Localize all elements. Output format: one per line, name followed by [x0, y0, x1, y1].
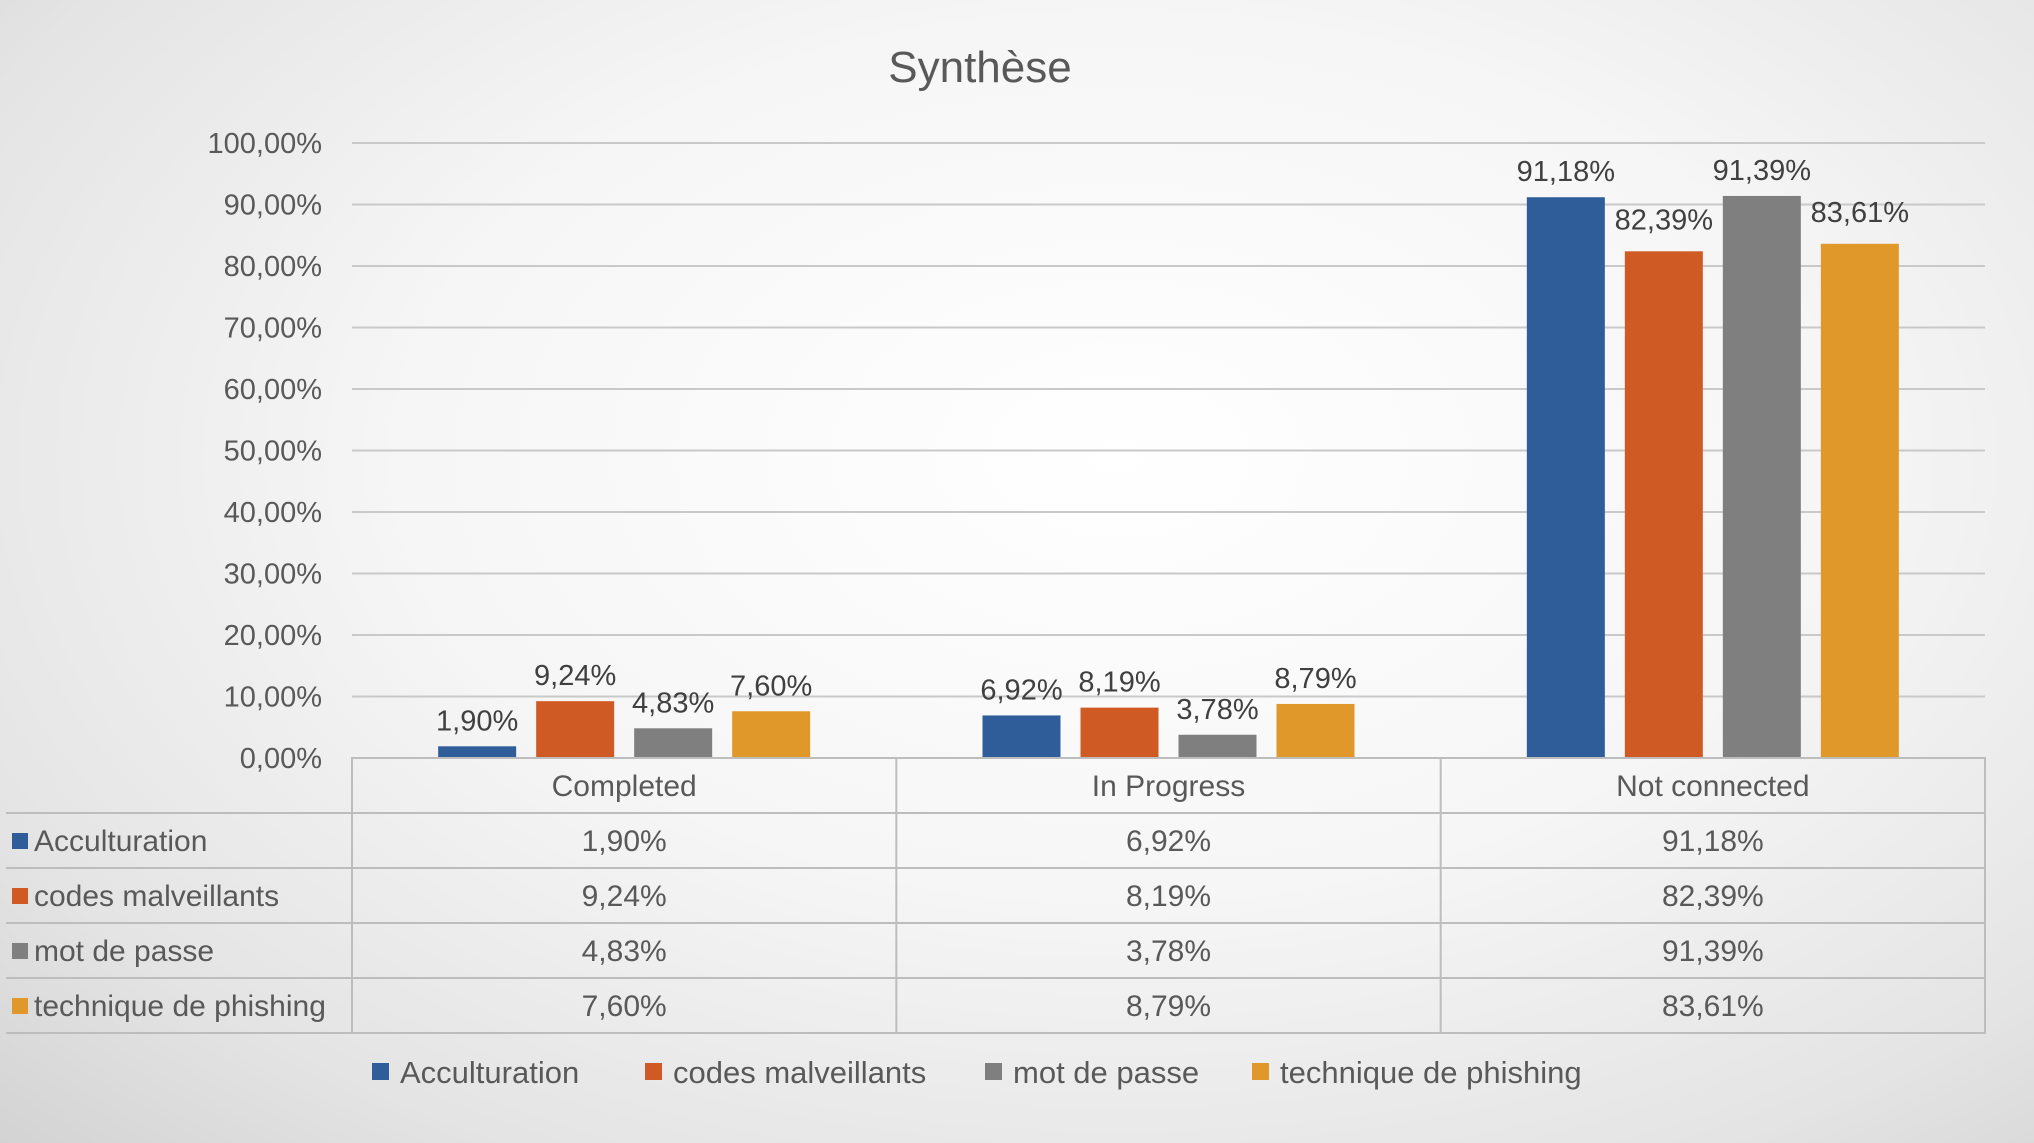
table-cell: 83,61% [1662, 990, 1764, 1023]
bar [1178, 734, 1257, 758]
bar [1276, 703, 1355, 758]
y-tick-label: 80,00% [224, 251, 322, 283]
table-cell: 7,60% [582, 990, 667, 1023]
bar [1080, 707, 1159, 758]
data-label: 83,61% [1811, 197, 1909, 229]
data-label: 1,90% [436, 705, 518, 737]
series-key-swatch [12, 888, 28, 904]
y-tick-label: 40,00% [224, 497, 322, 529]
bar [634, 728, 713, 758]
y-tick-label: 20,00% [224, 620, 322, 652]
bar [732, 711, 811, 758]
data-label: 9,24% [534, 660, 616, 692]
legend-swatch [372, 1063, 389, 1080]
bar [536, 701, 615, 758]
gridlines [352, 142, 1985, 759]
legend-label: Acculturation [400, 1055, 579, 1090]
table-cell: 91,18% [1662, 825, 1764, 858]
table-cell: 82,39% [1662, 880, 1764, 913]
y-axis-ticks: 0,00% 10,00% 20,00% 30,00% 40,00% 50,00% 60,00… [208, 128, 323, 775]
category-label: Not connected [1616, 770, 1809, 803]
series-row-label: technique de phishing [34, 990, 326, 1023]
data-label: 91,18% [1517, 156, 1615, 188]
bar [1624, 251, 1703, 758]
legend-label: mot de passe [1013, 1055, 1199, 1090]
series-row-label: codes malveillants [34, 880, 279, 913]
y-tick-label: 10,00% [224, 682, 322, 714]
chart-title: Synthèse [888, 43, 1071, 92]
data-labels: 1,90% 9,24% 4,83% 7,60% 6,92% 8,19% 3,78% 8,79%… [436, 155, 1909, 737]
bar [1820, 243, 1899, 759]
series-key-swatch [12, 943, 28, 959]
data-label: 82,39% [1615, 204, 1713, 236]
table-cell: 4,83% [582, 935, 667, 968]
y-tick-label: 30,00% [224, 559, 322, 591]
bars [438, 195, 1899, 759]
y-tick-label: 90,00% [224, 190, 322, 222]
data-label: 4,83% [632, 687, 714, 719]
legend-label: technique de phishing [1280, 1055, 1582, 1090]
table-cell: 3,78% [1126, 935, 1211, 968]
legend: Acculturation codes malveillants mot de pa… [372, 1055, 1582, 1090]
y-tick-label: 50,00% [224, 436, 322, 468]
table-cell: 9,24% [582, 880, 667, 913]
category-label: In Progress [1092, 770, 1245, 803]
bar [438, 746, 517, 758]
series-key-swatch [12, 833, 28, 849]
table-cell: 6,92% [1126, 825, 1211, 858]
legend-swatch [645, 1063, 662, 1080]
data-label: 3,78% [1176, 694, 1258, 726]
data-label: 8,19% [1078, 667, 1160, 699]
data-table: Completed In Progress Not connected Accultu… [6, 757, 1986, 1034]
y-tick-label: 100,00% [208, 128, 323, 160]
y-tick-label: 70,00% [224, 313, 322, 345]
legend-label: codes malveillants [673, 1055, 926, 1090]
table-cell: 91,39% [1662, 935, 1764, 968]
bar [982, 715, 1061, 758]
series-row-label: Acculturation [34, 825, 207, 858]
table-cell: 8,19% [1126, 880, 1211, 913]
legend-swatch [985, 1063, 1002, 1080]
data-label: 7,60% [730, 670, 812, 702]
data-label: 91,39% [1713, 155, 1811, 187]
bar [1526, 197, 1605, 759]
category-label: Completed [552, 770, 697, 803]
legend-swatch [1252, 1063, 1269, 1080]
y-tick-label: 0,00% [240, 743, 322, 775]
bar [1722, 195, 1801, 758]
data-label: 6,92% [980, 674, 1062, 706]
series-key-swatch [12, 998, 28, 1014]
table-cell: 1,90% [582, 825, 667, 858]
data-label: 8,79% [1274, 663, 1356, 695]
table-cell: 8,79% [1126, 990, 1211, 1023]
y-tick-label: 60,00% [224, 374, 322, 406]
series-row-label: mot de passe [34, 935, 214, 968]
